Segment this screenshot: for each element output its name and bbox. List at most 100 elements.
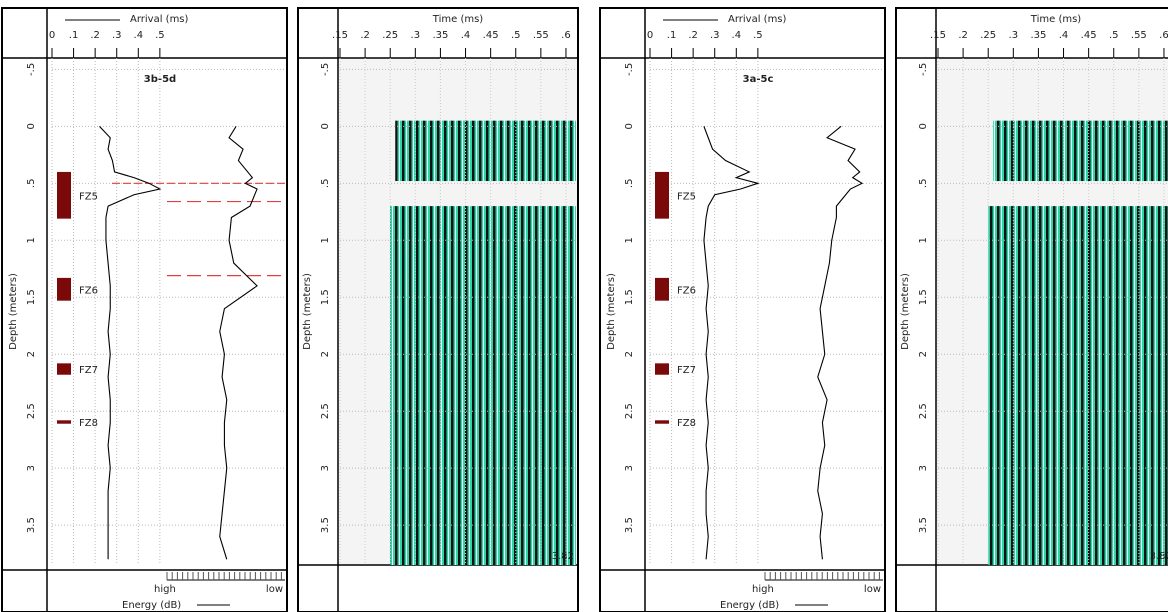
x-tick-label: .25	[980, 30, 996, 41]
y-tick-label: -.5	[320, 63, 331, 76]
fault-zone	[655, 172, 669, 219]
y-tick-label: .5	[26, 179, 37, 189]
y-tick-label: 2.5	[624, 403, 635, 419]
energy-axis-label: Energy (dB)	[720, 600, 779, 611]
y-tick-label: 0	[918, 123, 929, 129]
x-tick-label: .3	[1009, 30, 1019, 41]
y-tick-label: 2	[918, 351, 929, 357]
y-tick-label: 1.5	[918, 289, 929, 305]
y-tick-label: 1	[26, 237, 37, 243]
log-frame	[600, 8, 885, 612]
y-tick-label: 3	[26, 465, 37, 471]
x-tick-label: .45	[1081, 30, 1097, 41]
fault-zone	[57, 278, 71, 301]
x-tick-label: .5	[511, 30, 521, 41]
fault-zone-label: FZ7	[677, 365, 696, 376]
fault-zone-label: FZ6	[79, 285, 98, 296]
log-curve	[99, 126, 159, 559]
x-axis-label: Arrival (ms)	[130, 14, 189, 25]
y-tick-label: 3	[624, 465, 635, 471]
x-tick-label: .2	[958, 30, 968, 41]
seismic-traces	[988, 206, 1168, 565]
fault-zone-label: FZ6	[677, 285, 696, 296]
log-curve	[704, 126, 758, 559]
x-tick-label: .1	[69, 30, 79, 41]
y-tick-label: 2	[26, 351, 37, 357]
x-tick-label: .45	[483, 30, 499, 41]
y-tick-label: 2	[320, 351, 331, 357]
x-tick-label: .4	[134, 30, 144, 41]
x-tick-label: .55	[1131, 30, 1147, 41]
fault-zone	[655, 363, 669, 374]
x-tick-label: .2	[90, 30, 100, 41]
x-axis-label: Time (ms)	[1030, 14, 1082, 25]
energy-axis-label: Energy (dB)	[122, 600, 181, 611]
fault-zone-label: FZ8	[79, 418, 98, 429]
fault-zone-label: FZ5	[677, 191, 696, 202]
energy-low-label: low	[266, 584, 283, 595]
x-tick-label: .6	[561, 30, 571, 41]
y-axis-label: Depth (meters)	[302, 273, 313, 350]
y-tick-label: -.5	[624, 63, 635, 76]
x-tick-label: 0	[49, 30, 55, 41]
x-tick-label: .5	[155, 30, 165, 41]
log-curve	[818, 126, 862, 559]
y-tick-label: 3	[918, 465, 929, 471]
y-tick-label: 3	[320, 465, 331, 471]
fault-zone	[57, 363, 71, 374]
x-tick-label: .4	[1059, 30, 1069, 41]
energy-low-label: low	[864, 584, 881, 595]
y-axis-label: Depth (meters)	[900, 273, 911, 350]
energy-high-label: high	[752, 584, 774, 595]
x-tick-label: .35	[1030, 30, 1046, 41]
figure: 3.82-.50.511.522.533.5Depth (meters)-.50…	[0, 0, 1168, 612]
x-tick-label: .2	[360, 30, 370, 41]
fault-zone-label: FZ7	[79, 365, 98, 376]
y-tick-label: .5	[320, 179, 331, 189]
x-tick-label: .2	[688, 30, 698, 41]
log-curve	[220, 126, 257, 559]
x-tick-label: .3	[112, 30, 122, 41]
y-tick-label: 0	[624, 123, 635, 129]
y-tick-label: 0	[26, 123, 37, 129]
seismic-traces	[390, 206, 576, 565]
seismic-end-label: 3.82	[1150, 551, 1168, 562]
fault-zone-label: FZ8	[677, 418, 696, 429]
fault-zone	[655, 278, 669, 301]
seismic-end-label: 3.82	[552, 551, 574, 562]
seismic-traces	[993, 121, 1168, 181]
x-tick-label: .15	[332, 30, 348, 41]
energy-high-label: high	[154, 584, 176, 595]
log-frame	[2, 8, 287, 612]
fault-zone-label: FZ5	[79, 191, 98, 202]
x-tick-label: 0	[647, 30, 653, 41]
x-tick-label: .5	[753, 30, 763, 41]
fault-zone	[655, 420, 669, 423]
fault-zone	[57, 172, 71, 219]
x-tick-label: .5	[1109, 30, 1119, 41]
y-tick-label: 3.5	[26, 517, 37, 533]
y-tick-label: 1	[320, 237, 331, 243]
x-tick-label: .3	[710, 30, 720, 41]
fault-zone	[57, 420, 71, 423]
y-tick-label: 2.5	[320, 403, 331, 419]
x-tick-label: .4	[732, 30, 742, 41]
x-tick-label: .4	[461, 30, 471, 41]
x-tick-label: .6	[1159, 30, 1168, 41]
y-axis-label: Depth (meters)	[8, 273, 19, 350]
y-tick-label: 2.5	[26, 403, 37, 419]
y-tick-label: 3.5	[320, 517, 331, 533]
x-tick-label: .35	[432, 30, 448, 41]
x-tick-label: .1	[667, 30, 677, 41]
y-tick-label: 1.5	[624, 289, 635, 305]
y-tick-label: -.5	[26, 63, 37, 76]
x-tick-label: .3	[411, 30, 421, 41]
panel-title: 3b-5d	[144, 74, 176, 85]
panel-title: 3a-5c	[743, 74, 774, 85]
x-axis-label: Arrival (ms)	[728, 14, 787, 25]
y-tick-label: -.5	[918, 63, 929, 76]
y-axis-label: Depth (meters)	[606, 273, 617, 350]
x-tick-label: .55	[533, 30, 549, 41]
y-tick-label: 0	[320, 123, 331, 129]
y-tick-label: 1	[918, 237, 929, 243]
